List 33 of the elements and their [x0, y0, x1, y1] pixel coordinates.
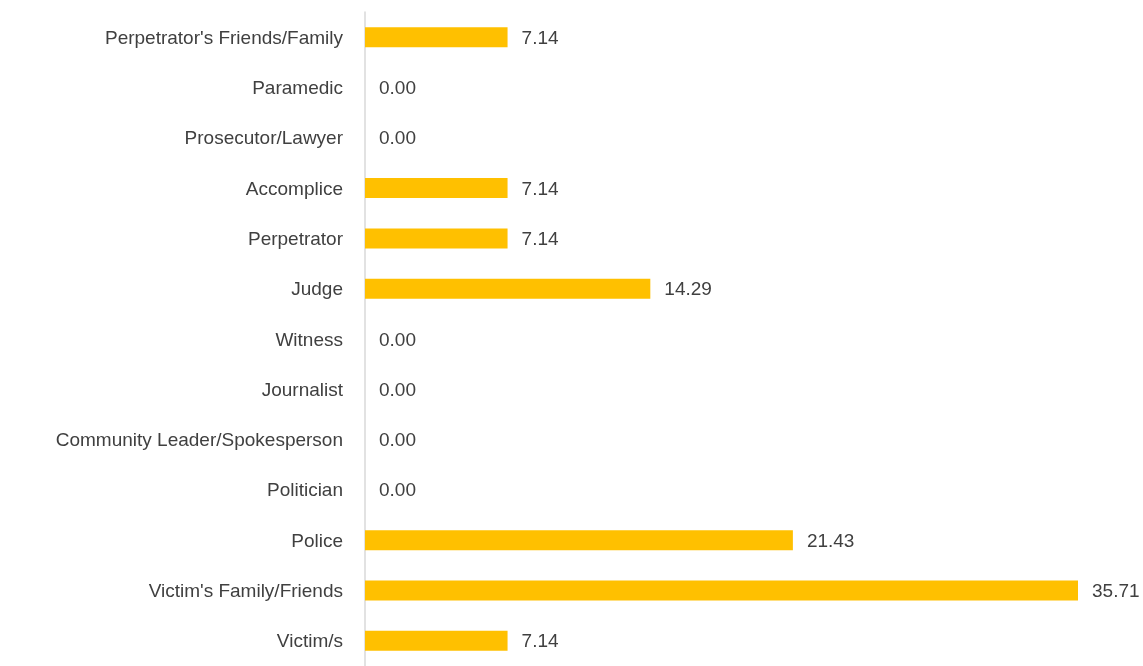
bar [365, 278, 651, 299]
y-tick-label: Police [291, 529, 343, 551]
data-label: 0.00 [379, 429, 416, 451]
data-label: 14.29 [664, 278, 712, 300]
y-tick-label: Victim's Family/Friends [148, 580, 343, 602]
y-tick-label: Community Leader/Spokesperson [55, 429, 343, 451]
data-label: 7.14 [521, 630, 559, 652]
y-tick-label: Witness [275, 328, 343, 350]
bar [365, 178, 508, 199]
y-tick-label: Perpetrator's Friends/Family [104, 26, 344, 48]
data-label: 21.43 [806, 529, 855, 551]
y-tick-label: Judge [291, 278, 343, 300]
data-label: 0.00 [379, 328, 416, 350]
y-tick-label: Prosecutor/Lawyer [184, 127, 344, 149]
bar [365, 580, 1078, 601]
bar [365, 27, 508, 48]
data-label: 0.00 [379, 479, 416, 501]
bar [365, 530, 793, 551]
data-label: 35.71 [1092, 580, 1140, 602]
data-label: 0.00 [379, 378, 416, 400]
data-label: 7.14 [521, 177, 559, 199]
y-tick-label: Journalist [261, 378, 344, 400]
bar [365, 630, 508, 651]
data-label: 7.14 [521, 227, 559, 249]
y-tick-label: Politician [266, 479, 343, 501]
y-tick-label: Paramedic [252, 76, 343, 98]
y-tick-label: Accomplice [245, 177, 343, 199]
data-label: 0.00 [379, 76, 416, 98]
y-tick-label: Victim/s [276, 630, 343, 652]
bar [365, 228, 508, 249]
data-label: 0.00 [379, 127, 416, 149]
y-tick-label: Perpetrator [247, 227, 344, 249]
data-label: 7.14 [521, 26, 559, 48]
